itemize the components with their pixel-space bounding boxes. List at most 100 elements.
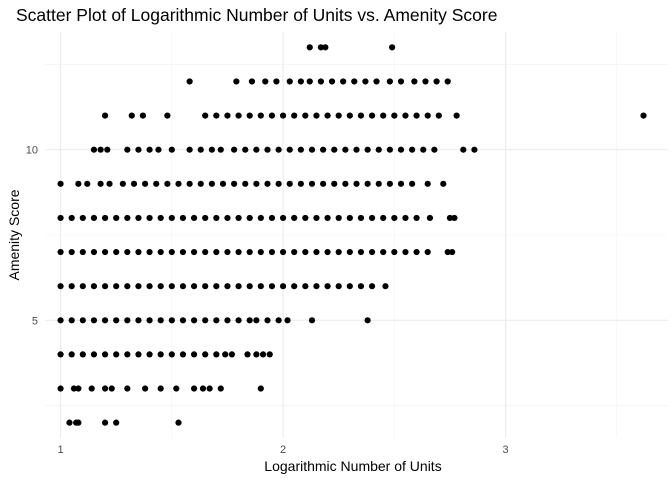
data-point: [135, 283, 142, 290]
data-point: [357, 112, 365, 119]
data-point: [197, 180, 204, 187]
y-axis-label: Amenity Score: [6, 189, 22, 280]
data-point: [297, 78, 304, 85]
data-point: [217, 146, 224, 153]
data-point: [244, 351, 251, 358]
data-point: [253, 351, 260, 358]
data-point: [411, 78, 418, 85]
data-point: [124, 317, 131, 324]
data-point: [130, 180, 138, 187]
data-point: [213, 283, 220, 290]
data-point: [124, 214, 131, 222]
data-point: [264, 180, 271, 187]
data-point: [146, 317, 153, 324]
data-point: [157, 317, 164, 324]
data-point: [213, 112, 220, 119]
data-point: [202, 317, 209, 324]
data-point: [142, 180, 149, 187]
data-point: [253, 317, 260, 324]
data-point: [68, 317, 75, 324]
data-point: [446, 214, 454, 222]
data-point: [402, 248, 409, 256]
data-point: [90, 283, 98, 290]
data-point: [213, 214, 220, 222]
data-point: [440, 180, 447, 187]
data-point: [391, 248, 398, 256]
data-point: [75, 385, 82, 392]
data-point: [142, 385, 149, 392]
y-tick-label: 10: [26, 145, 38, 157]
data-point: [113, 248, 120, 256]
data-point: [168, 146, 175, 153]
data-point: [266, 351, 273, 358]
data-point: [57, 317, 64, 324]
data-point: [391, 214, 398, 222]
data-point: [202, 112, 209, 119]
data-point: [157, 385, 164, 392]
data-point: [451, 214, 458, 222]
data-point: [391, 112, 398, 119]
data-point: [426, 214, 434, 222]
data-point: [279, 214, 287, 222]
data-point: [101, 419, 109, 426]
data-point: [79, 283, 86, 290]
x-axis-ticks: 1 2 3: [58, 444, 509, 456]
x-tick-label: 1: [58, 444, 64, 456]
data-point: [179, 317, 187, 324]
data-point: [357, 248, 365, 256]
data-point: [460, 146, 467, 153]
data-point: [302, 112, 309, 119]
data-point: [368, 248, 376, 256]
data-point: [66, 419, 73, 426]
data-point: [146, 283, 153, 290]
data-point: [213, 248, 220, 256]
data-point: [302, 283, 309, 290]
data-point: [202, 214, 209, 222]
data-point: [308, 317, 316, 324]
data-point: [257, 248, 264, 256]
data-point: [449, 248, 456, 256]
data-point: [235, 112, 242, 119]
data-point: [389, 44, 396, 51]
data-point: [179, 351, 187, 358]
data-point: [324, 112, 331, 119]
data-point: [335, 248, 342, 256]
data-point: [375, 180, 382, 187]
data-point: [175, 419, 182, 426]
data-point: [368, 283, 376, 290]
data-point: [190, 351, 198, 358]
data-point: [84, 180, 91, 187]
data-point: [397, 180, 405, 187]
data-point: [317, 44, 324, 51]
data-point: [380, 248, 387, 256]
data-point: [179, 283, 187, 290]
data-point: [413, 214, 420, 222]
data-point: [228, 351, 235, 358]
data-point: [335, 112, 342, 119]
data-point: [135, 146, 142, 153]
data-point: [424, 180, 431, 187]
data-point: [306, 78, 313, 85]
data-point: [357, 283, 365, 290]
data-point: [286, 180, 293, 187]
data-point: [353, 146, 360, 153]
data-point: [346, 214, 353, 222]
data-point: [328, 78, 336, 85]
data-point: [173, 385, 180, 392]
data-point: [101, 283, 109, 290]
data-point: [291, 112, 298, 119]
data-point: [79, 317, 86, 324]
data-point: [190, 214, 198, 222]
data-point: [386, 146, 393, 153]
data-point: [57, 248, 64, 256]
data-point: [168, 214, 175, 222]
data-point: [291, 248, 298, 256]
data-point: [397, 78, 405, 85]
data-point: [313, 112, 320, 119]
data-point: [297, 146, 304, 153]
data-point: [382, 283, 389, 290]
data-point: [380, 214, 387, 222]
data-point: [268, 248, 276, 256]
data-point: [324, 248, 331, 256]
data-point: [186, 146, 193, 153]
